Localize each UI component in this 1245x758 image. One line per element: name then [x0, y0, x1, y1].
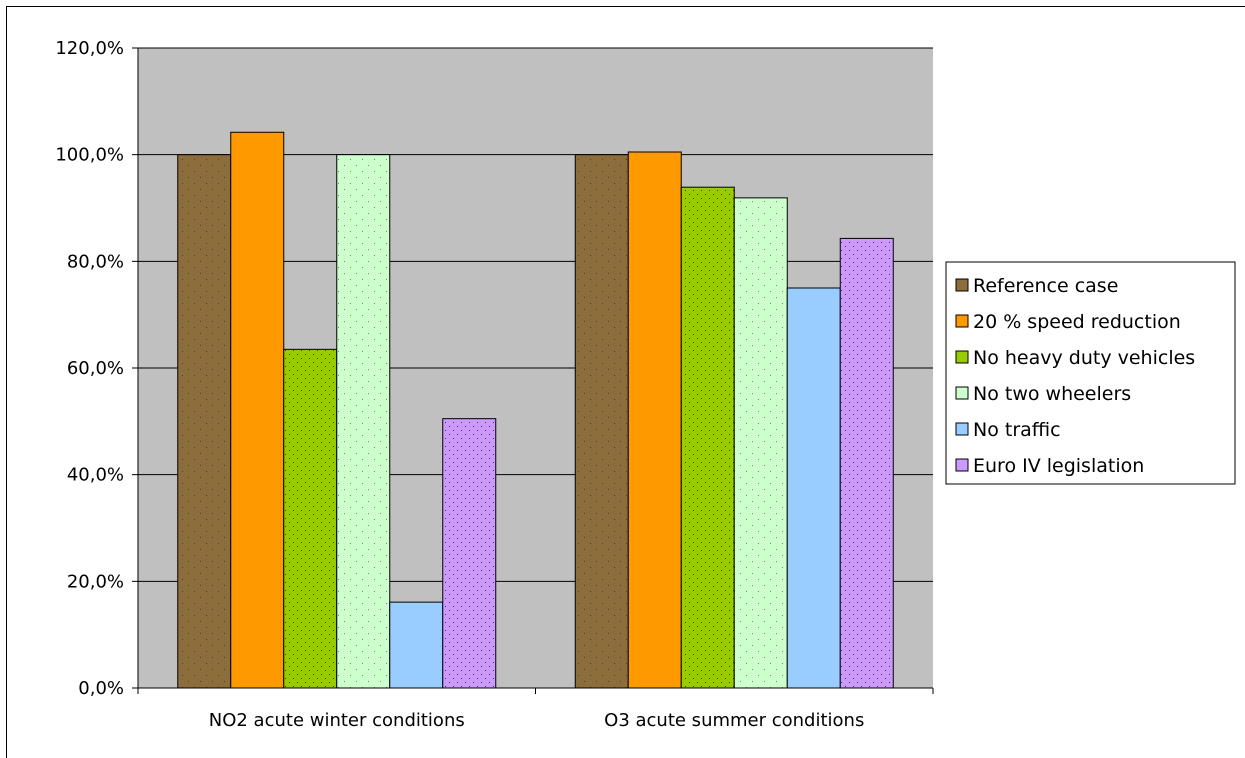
- legend-swatch: [955, 422, 969, 436]
- legend-box: [945, 261, 1236, 485]
- legend-swatch: [955, 458, 969, 472]
- bar: [786, 287, 841, 689]
- x-category-label: NO2 acute winter conditions: [209, 710, 465, 731]
- y-tick-label: 60,0%: [67, 358, 124, 379]
- x-category-label: O3 acute summer conditions: [604, 710, 864, 731]
- bar-texture: [283, 349, 337, 688]
- legend-label: Reference case: [973, 275, 1118, 297]
- y-tick-label: 0,0%: [78, 678, 124, 699]
- bar-texture: [734, 197, 788, 688]
- legend-label: 20 % speed reduction: [973, 311, 1181, 333]
- y-tick-label: 100,0%: [55, 145, 124, 166]
- y-tick-label: 40,0%: [67, 465, 124, 486]
- legend-label: No heavy duty vehicles: [973, 347, 1195, 369]
- x-axis-labels: NO2 acute winter conditions O3 acute summ…: [209, 710, 865, 731]
- legend-swatch: [955, 314, 969, 328]
- legend-label: Euro IV legislation: [973, 455, 1144, 477]
- legend-swatch: [955, 350, 969, 364]
- y-tick-label: 80,0%: [67, 251, 124, 272]
- y-tick-label: 20,0%: [67, 571, 124, 592]
- legend-swatch: [955, 386, 969, 400]
- y-tick-label: 120,0%: [55, 38, 124, 59]
- bar-texture: [177, 154, 231, 688]
- bar-texture: [442, 418, 496, 688]
- bar-texture: [336, 154, 390, 688]
- legend-swatch: [955, 278, 969, 292]
- bar: [230, 131, 285, 689]
- legend-label: No traffic: [973, 419, 1061, 441]
- bars-group: [177, 131, 894, 689]
- y-axis-labels: 0,0% 20,0% 40,0% 60,0% 80,0% 100,0% 120,0%: [55, 38, 124, 699]
- axes-group: [132, 47, 934, 694]
- bar-texture: [681, 187, 735, 688]
- bar-texture: [575, 154, 629, 688]
- bar: [627, 151, 682, 689]
- legend: Reference case 20 % speed reduction No hea…: [945, 261, 1236, 485]
- bar: [389, 601, 444, 689]
- chart-frame: [6, 6, 1245, 758]
- legend-label: No two wheelers: [973, 383, 1131, 405]
- bar-texture: [840, 238, 894, 688]
